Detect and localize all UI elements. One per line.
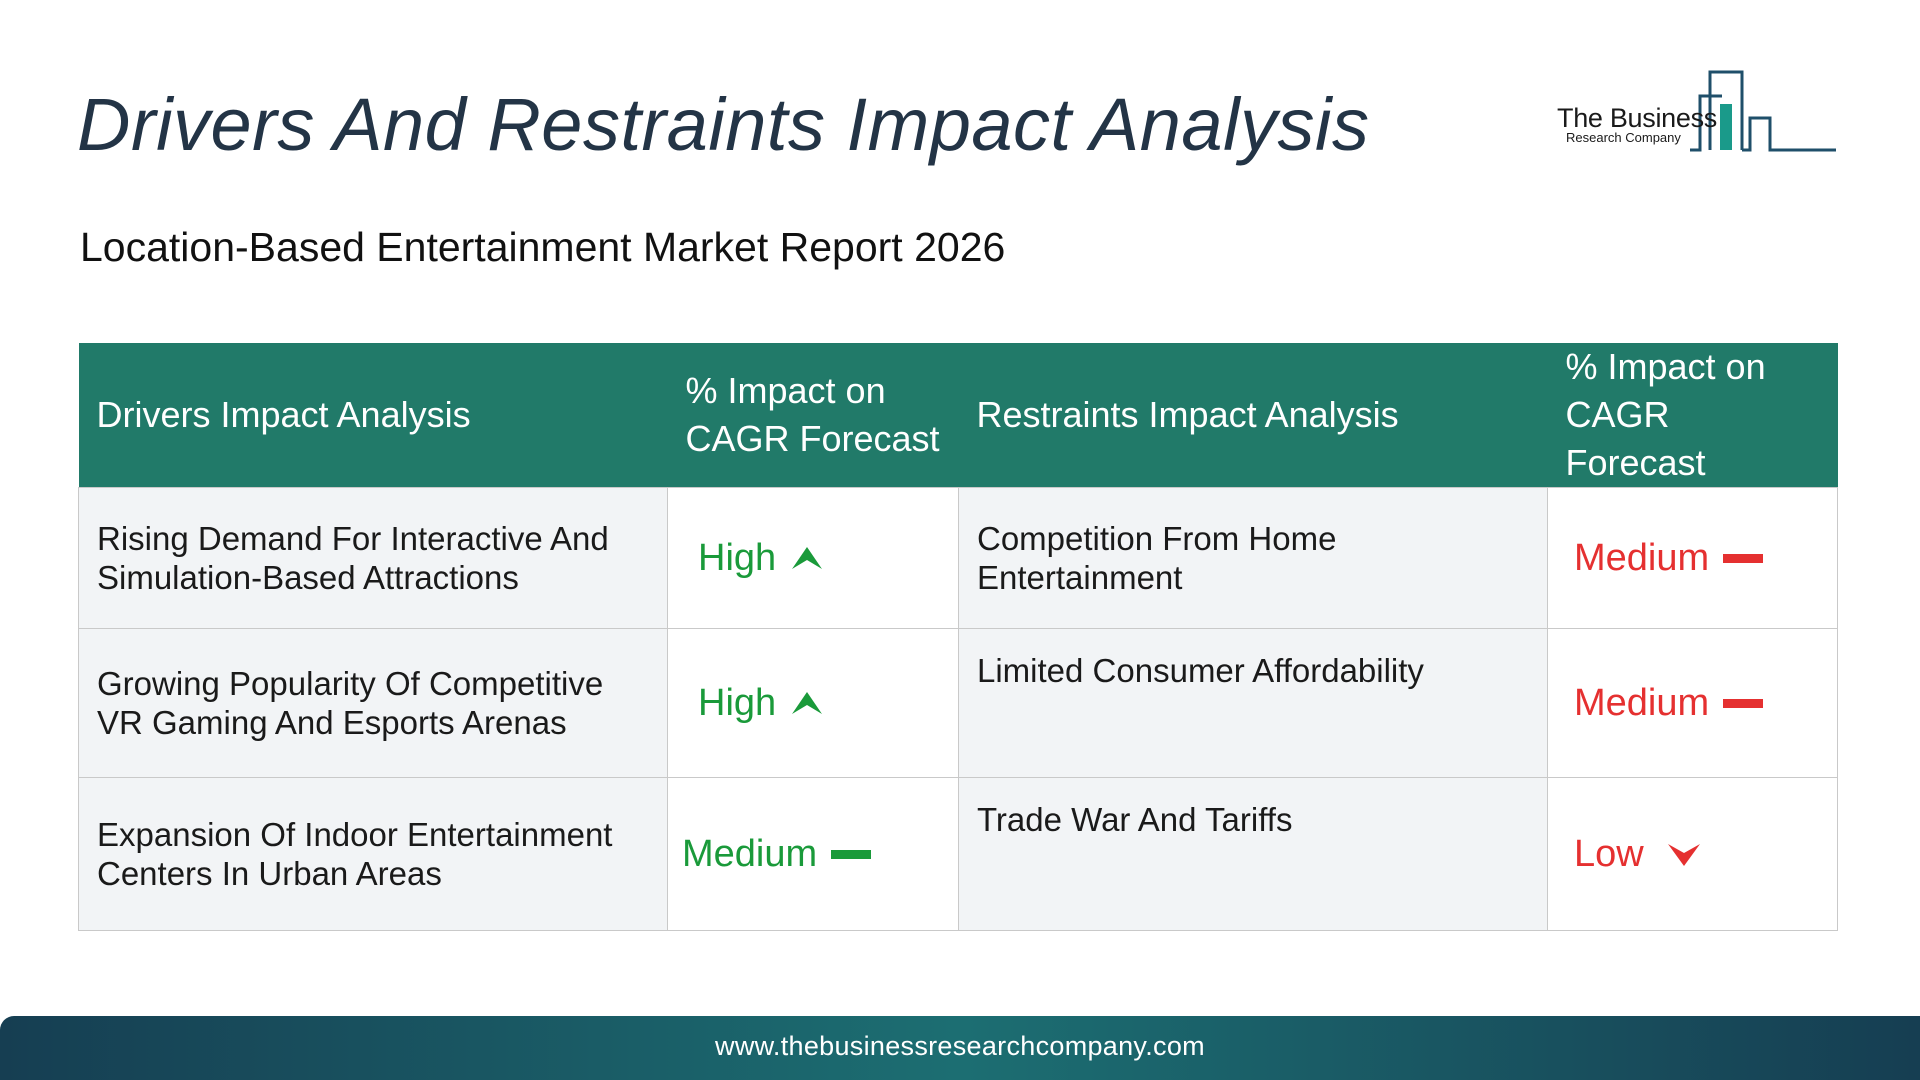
driver-impact-cell: Medium <box>667 777 959 931</box>
footer-url[interactable]: www.thebusinessresearchcompany.com <box>715 1031 1205 1061</box>
restraint-impact-cell: Medium <box>1547 628 1838 778</box>
header-drivers: Drivers Impact Analysis <box>78 343 668 488</box>
driver-impact-cell: High <box>667 487 959 629</box>
footer-bar: www.thebusinessresearchcompany.com <box>0 1016 1920 1080</box>
restraint-impact-cell: Medium <box>1547 487 1838 629</box>
impact-label: Medium <box>1574 681 1710 724</box>
impact-label: High <box>698 536 777 579</box>
logo-bars-icon <box>1690 70 1836 152</box>
dash-icon <box>831 849 872 859</box>
driver-impact-cell: High <box>667 628 959 778</box>
logo-tagline: Research Company <box>1566 130 1681 145</box>
header-restraints: Restraints Impact Analysis <box>958 343 1548 488</box>
arrow-up-icon <box>790 690 824 716</box>
impact-label: Medium <box>682 832 818 875</box>
restraint-cell: Competition From Home Entertainment <box>958 487 1548 629</box>
driver-cell: Growing Popularity Of Competitive VR Gam… <box>78 628 668 778</box>
driver-cell: Rising Demand For Interactive And Simula… <box>78 487 668 629</box>
impact-level: Low <box>1574 832 1702 875</box>
impact-level: High <box>698 536 824 579</box>
impact-label: High <box>698 681 777 724</box>
header-drivers-impact: % Impact on CAGR Forecast <box>667 343 959 488</box>
logo-name: The Business <box>1557 103 1717 133</box>
page-title: Drivers And Restraints Impact Analysis <box>77 83 1370 166</box>
impact-level: High <box>698 681 824 724</box>
table-header-row: Drivers Impact Analysis % Impact on CAGR… <box>78 343 1838 488</box>
impact-level: Medium <box>1574 681 1764 724</box>
arrow-down-icon <box>1666 840 1702 868</box>
restraint-cell: Trade War And Tariffs <box>958 777 1548 931</box>
report-subtitle: Location-Based Entertainment Market Repo… <box>80 224 1006 270</box>
header-restraints-impact: % Impact on CAGR Forecast <box>1547 343 1838 488</box>
driver-cell: Expansion Of Indoor Entertainment Center… <box>78 777 668 931</box>
table-row: Growing Popularity Of Competitive VR Gam… <box>78 628 1838 778</box>
restraint-impact-cell: Low <box>1547 777 1838 931</box>
impact-label: Medium <box>1574 536 1710 579</box>
impact-label: Low <box>1574 832 1644 875</box>
arrow-up-icon <box>790 545 824 571</box>
table-row: Expansion Of Indoor Entertainment Center… <box>78 777 1838 931</box>
impact-table: Drivers Impact Analysis % Impact on CAGR… <box>78 343 1838 931</box>
impact-level: Medium <box>1574 536 1764 579</box>
restraint-cell: Limited Consumer Affordability <box>958 628 1548 778</box>
company-logo: The Business Research Company <box>1550 66 1840 156</box>
table-row: Rising Demand For Interactive And Simula… <box>78 487 1838 629</box>
dash-icon <box>1723 698 1764 708</box>
dash-icon <box>1723 553 1764 563</box>
impact-level: Medium <box>682 832 872 875</box>
